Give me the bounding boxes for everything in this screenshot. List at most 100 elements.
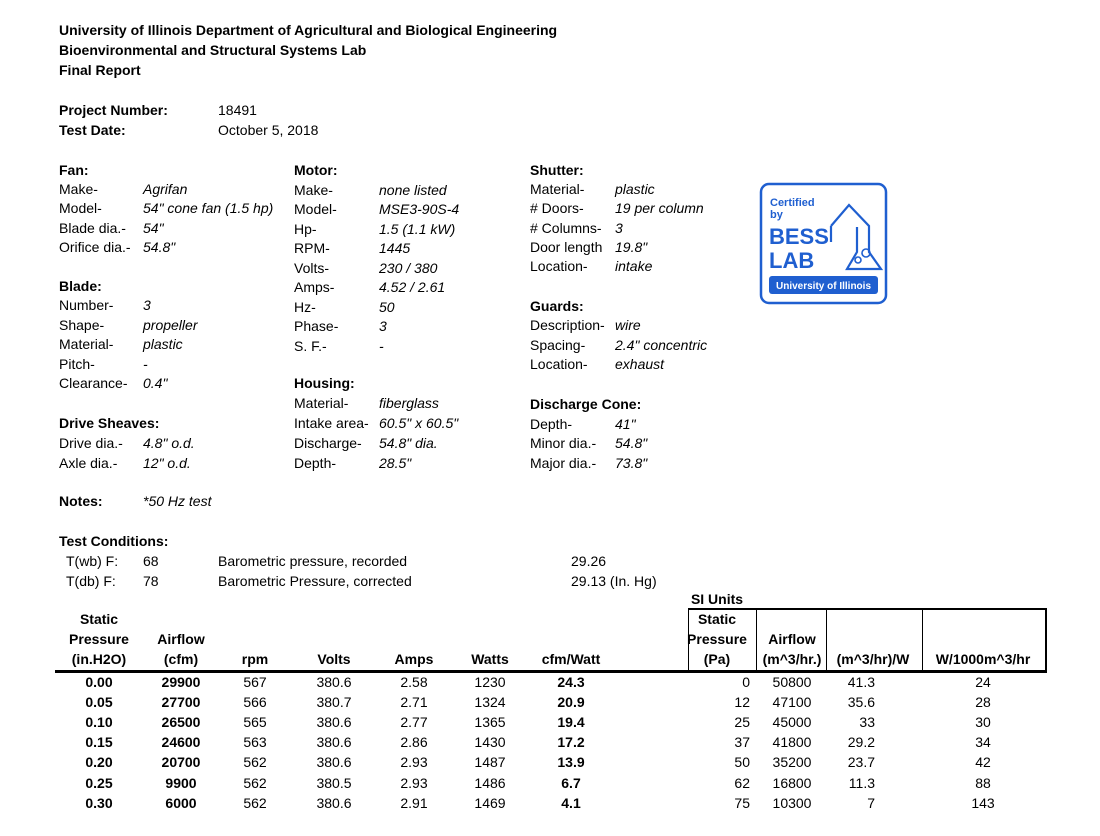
column-header: Watts — [471, 651, 509, 667]
discharge-cone-field-label: Minor dia.- — [530, 435, 597, 452]
table-cell: 380.6 — [316, 734, 352, 751]
table-cell: 1487 — [474, 754, 506, 771]
motor-field-label: Volts- — [294, 259, 330, 276]
table-cell: 24.3 — [557, 674, 585, 690]
si-table-cell: 23.7 — [847, 754, 875, 771]
si-table-cell: 62 — [734, 774, 750, 791]
svg-text:BESS: BESS — [769, 224, 829, 249]
test-date-value: October 5, 2018 — [218, 122, 319, 138]
table-cell: 2.71 — [400, 694, 428, 711]
motor-field-value: - — [379, 337, 384, 354]
table-cell: 29900 — [161, 674, 201, 690]
table-cell: 9900 — [165, 774, 197, 791]
table-cell: 0.25 — [85, 774, 113, 791]
table-cell: 1430 — [474, 734, 506, 751]
guards-field-value: exhaust — [615, 356, 665, 373]
table-cell: 562 — [243, 794, 267, 811]
discharge-cone-field-value: 54.8" — [615, 435, 648, 452]
fan-field-value: 54" cone fan (1.5 hp) — [143, 200, 274, 217]
barometric-label: Barometric pressure, recorded — [218, 553, 408, 569]
table-cell: 2.93 — [400, 774, 428, 791]
motor-field-value: MSE3-90S-4 — [379, 201, 460, 217]
si-box-divider — [922, 608, 923, 672]
table-cell: 24600 — [161, 734, 201, 751]
table-cell: 567 — [243, 674, 267, 690]
table-cell: 380.6 — [316, 674, 352, 690]
discharge-cone-section-title: Discharge Cone: — [530, 396, 642, 412]
motor-field-label: Phase- — [294, 318, 339, 334]
column-header: Volts — [317, 651, 351, 667]
svg-text:University of Illinois: University of Illinois — [776, 281, 871, 292]
barometric-label: Barometric Pressure, corrected — [218, 572, 412, 589]
shutter-field-label: Door length — [530, 238, 603, 255]
fan-field-value: 54.8" — [143, 238, 176, 255]
table-cell: 0.30 — [85, 794, 113, 811]
shutter-field-value: intake — [615, 258, 653, 274]
si-table-cell: 29.2 — [847, 734, 875, 751]
table-cell: 19.4 — [557, 714, 585, 731]
blade-field-label: Clearance- — [59, 375, 128, 391]
si-column-header: Airflow — [768, 631, 816, 647]
si-box-left-border — [688, 608, 689, 672]
shutter-field-value: 19 per column — [615, 200, 704, 217]
si-column-header: (m^3/hr)/W — [836, 651, 910, 667]
si-table-cell: 88 — [975, 774, 991, 791]
table-cell: 2.86 — [400, 734, 428, 751]
column-header: (cfm) — [163, 651, 199, 667]
test-conditions-title: Test Conditions: — [59, 533, 169, 549]
test-date-label: Test Date: — [59, 122, 126, 138]
si-table-cell: 47100 — [772, 694, 812, 711]
table-cell: 380.5 — [316, 774, 352, 791]
si-column-header: Pressure — [687, 631, 747, 647]
report-lab-name: Bioenvironmental and Structural Systems … — [59, 42, 367, 58]
discharge-cone-field-label: Major dia.- — [530, 455, 597, 472]
si-box-divider — [756, 608, 757, 672]
column-header: Static — [79, 611, 119, 627]
shutter-field-label: # Columns- — [530, 219, 602, 236]
table-cell: 0.10 — [85, 714, 113, 731]
si-table-cell: 41800 — [772, 734, 812, 751]
column-header: rpm — [241, 651, 269, 667]
si-table-cell: 16800 — [772, 774, 812, 791]
motor-field-label: Hp- — [294, 220, 317, 237]
si-table-cell: 25 — [734, 714, 750, 731]
blade-field-value: 3 — [143, 297, 151, 314]
motor-field-value: 1.5 (1.1 kW) — [379, 220, 456, 237]
svg-text:Certified: Certified — [770, 197, 815, 209]
si-column-header: (m^3/hr.) — [762, 651, 822, 667]
motor-field-value: 4.52 / 2.61 — [379, 279, 446, 295]
table-cell: 0.20 — [85, 754, 113, 771]
guards-field-label: Location- — [530, 356, 588, 373]
column-header: (in.H2O) — [71, 651, 127, 667]
motor-field-value: 1445 — [379, 240, 411, 256]
housing-field-label: Depth- — [294, 455, 337, 471]
si-table-cell: 42 — [975, 754, 991, 771]
si-box-divider — [826, 608, 827, 672]
blade-field-label: Pitch- — [59, 355, 95, 372]
housing-field-value: 28.5" — [379, 455, 412, 471]
si-box-right-border — [1045, 608, 1047, 672]
motor-field-label: Hz- — [294, 298, 316, 315]
table-cell: 1469 — [474, 794, 506, 811]
table-cell: 2.58 — [400, 674, 428, 690]
table-cell: 20700 — [161, 754, 201, 771]
fan-field-label: Model- — [59, 200, 102, 217]
guards-field-label: Description- — [530, 317, 605, 334]
shutter-field-label: Location- — [530, 258, 588, 274]
table-cell: 2.77 — [400, 714, 428, 731]
motor-section-title: Motor: — [294, 162, 338, 178]
housing-section-title: Housing: — [294, 375, 355, 391]
si-table-cell: 37 — [734, 734, 750, 751]
table-cell: 562 — [243, 754, 267, 771]
table-cell: 380.6 — [316, 794, 352, 811]
table-cell: 6.7 — [561, 774, 581, 791]
blade-field-value: 0.4" — [143, 375, 168, 391]
motor-field-value: none listed — [379, 181, 447, 198]
report-type: Final Report — [59, 62, 141, 78]
si-units-title: SI Units — [690, 591, 744, 607]
si-table-cell: 75 — [734, 794, 750, 811]
notes-label: Notes: — [59, 493, 103, 509]
si-table-cell: 34 — [975, 734, 991, 751]
si-table-cell: 50800 — [772, 674, 812, 690]
drive-sheaves-field-value: 4.8" o.d. — [143, 435, 195, 451]
